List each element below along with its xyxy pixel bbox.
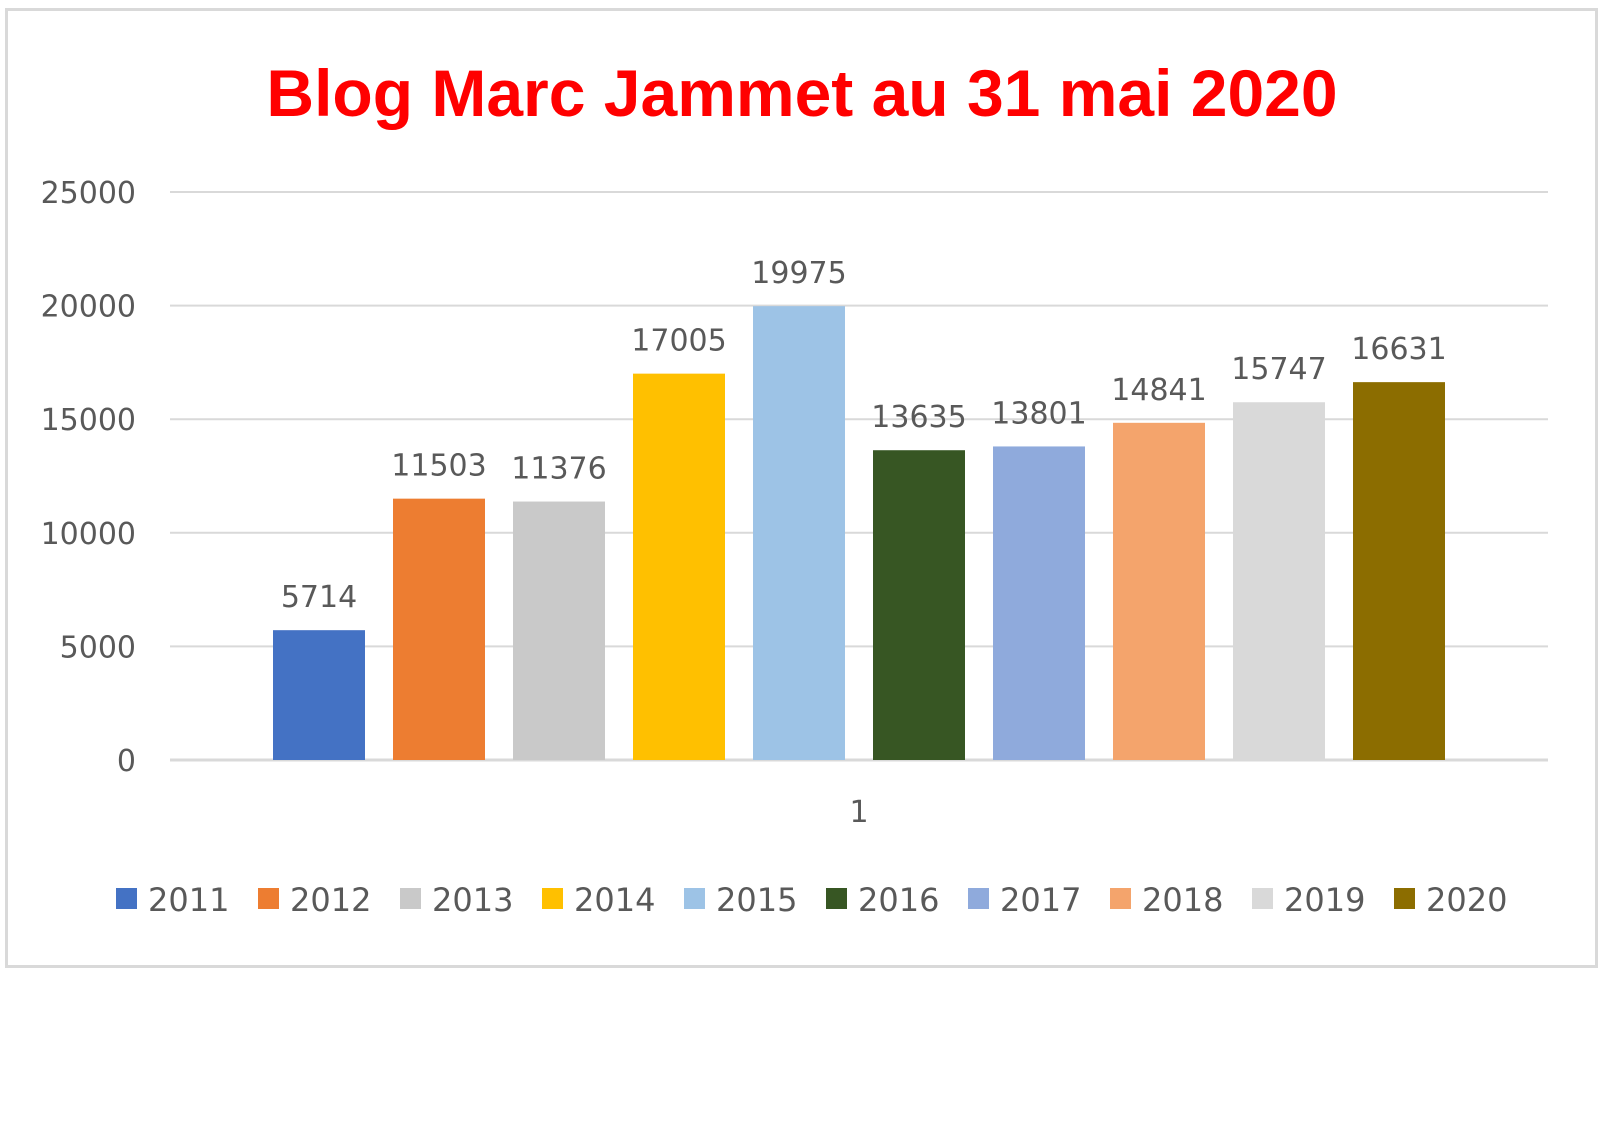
bar-2011 xyxy=(273,630,365,760)
data-label-2020: 16631 xyxy=(1351,332,1446,367)
legend-label-2018: 2018 xyxy=(1142,881,1223,919)
y-tick-label: 5000 xyxy=(60,630,136,665)
legend-swatch-2016 xyxy=(826,888,847,909)
data-label-2016: 13635 xyxy=(871,400,966,435)
y-tick-label: 15000 xyxy=(41,403,136,438)
legend-label-2015: 2015 xyxy=(716,881,797,919)
y-tick-label: 20000 xyxy=(41,290,136,325)
bar-2015 xyxy=(753,306,845,760)
legend-label-2013: 2013 xyxy=(432,881,513,919)
data-label-2019: 15747 xyxy=(1231,352,1326,387)
legend-label-2020: 2020 xyxy=(1426,881,1507,919)
data-label-2013: 11376 xyxy=(511,452,606,487)
bar-2020 xyxy=(1353,382,1445,760)
bar-2016 xyxy=(873,450,965,760)
legend-swatch-2011 xyxy=(116,888,137,909)
x-category-label: 1 xyxy=(849,795,868,830)
bars xyxy=(273,306,1445,760)
legend: 2011 2012 2013 2014 2015 2016 2017 2018 2019 2020 xyxy=(116,881,1507,919)
y-tick-label: 25000 xyxy=(41,176,136,211)
legend-label-2017: 2017 xyxy=(1000,881,1081,919)
legend-label-2012: 2012 xyxy=(290,881,371,919)
bar-2017 xyxy=(993,446,1085,760)
gridlines xyxy=(170,191,1548,762)
legend-swatch-2017 xyxy=(968,888,989,909)
legend-swatch-2019 xyxy=(1252,888,1273,909)
legend-label-2011: 2011 xyxy=(148,881,229,919)
y-tick-label: 0 xyxy=(117,744,136,779)
legend-swatch-2012 xyxy=(258,888,279,909)
legend-label-2019: 2019 xyxy=(1284,881,1365,919)
data-labels: 5714 11503 11376 17005 19975 13635 13801 14841 1… xyxy=(281,256,1447,615)
bar-2012 xyxy=(393,498,485,760)
bar-2018 xyxy=(1113,422,1205,760)
legend-swatch-2020 xyxy=(1394,888,1415,909)
data-label-2014: 17005 xyxy=(631,324,726,359)
data-label-2011: 5714 xyxy=(281,580,357,615)
chart-title: Blog Marc Jammet au 31 mai 2020 xyxy=(266,56,1337,130)
legend-swatch-2015 xyxy=(684,888,705,909)
bar-2014 xyxy=(633,373,725,760)
legend-swatch-2014 xyxy=(542,888,563,909)
y-axis-ticks: 0 5000 10000 15000 20000 25000 xyxy=(41,176,136,779)
legend-swatch-2018 xyxy=(1110,888,1131,909)
bar-2019 xyxy=(1233,402,1325,760)
data-label-2015: 19975 xyxy=(751,256,846,291)
x-axis-categories: 1 xyxy=(849,795,868,830)
bar-2013 xyxy=(513,501,605,760)
data-label-2012: 11503 xyxy=(391,449,486,484)
legend-swatch-2013 xyxy=(400,888,421,909)
y-tick-label: 10000 xyxy=(41,517,136,552)
legend-label-2014: 2014 xyxy=(574,881,655,919)
data-label-2017: 13801 xyxy=(991,396,1086,431)
data-label-2018: 14841 xyxy=(1111,373,1206,408)
legend-label-2016: 2016 xyxy=(858,881,939,919)
